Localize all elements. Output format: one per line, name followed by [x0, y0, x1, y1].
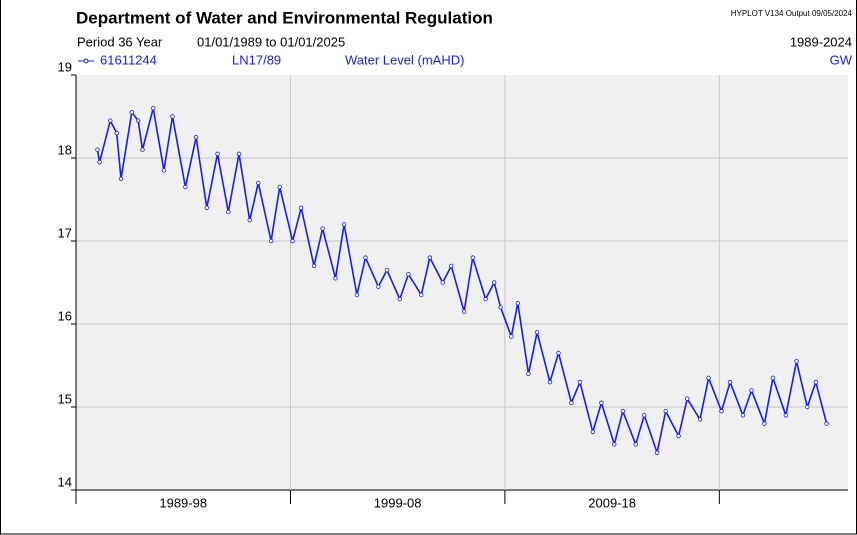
- data-point: [534, 330, 540, 335]
- data-point: [170, 114, 175, 119]
- data-point: [419, 292, 424, 298]
- period-label: Period 36 Year: [77, 34, 163, 49]
- data-point: [515, 301, 520, 306]
- data-point: [161, 168, 167, 173]
- data-point: [226, 209, 231, 215]
- data-point: [813, 379, 819, 385]
- data-point: [236, 151, 242, 157]
- data-point: [427, 255, 433, 260]
- data-point: [97, 159, 102, 165]
- y-tick-label: 18: [58, 142, 72, 157]
- data-point: [118, 176, 124, 181]
- data-point: [268, 238, 274, 244]
- period-range: 01/01/1989 to 01/01/2025: [197, 34, 345, 49]
- data-point: [770, 375, 776, 381]
- data-point: [135, 118, 141, 123]
- range-label: 1989-2024: [790, 34, 852, 49]
- data-point: [483, 296, 488, 302]
- data-point: [129, 110, 134, 115]
- data-point: [95, 147, 100, 152]
- plot-area: [76, 75, 848, 490]
- data-point: [215, 151, 220, 157]
- data-point: [256, 180, 261, 186]
- data-point: [783, 413, 789, 418]
- data-point: [114, 130, 119, 136]
- data-point: [333, 276, 338, 281]
- y-tick-label: 17: [58, 225, 72, 240]
- data-point: [193, 135, 199, 140]
- data-point: [749, 388, 754, 393]
- data-point: [684, 396, 690, 401]
- data-point: [794, 359, 799, 364]
- y-tick-label: 19: [58, 59, 72, 74]
- chart-title: Department of Water and Environmental Re…: [76, 8, 493, 27]
- data-point: [150, 105, 156, 111]
- data-point: [569, 400, 574, 406]
- data-point: [376, 284, 381, 289]
- data-point: [290, 238, 295, 244]
- data-point: [805, 404, 810, 410]
- data-point: [397, 296, 403, 302]
- data-point: [740, 413, 746, 418]
- data-point: [341, 222, 347, 227]
- x-tick-label: 1999-08: [374, 495, 422, 510]
- data-point: [183, 184, 188, 190]
- data-point: [599, 400, 604, 406]
- site-label: LN17/89: [232, 52, 281, 67]
- data-point: [612, 442, 617, 447]
- data-point: [108, 118, 113, 123]
- data-point: [491, 280, 497, 285]
- data-point: [620, 408, 626, 414]
- program-label: HYPLOT V134 Output 09/05/2024: [731, 9, 853, 18]
- data-point: [311, 263, 317, 269]
- data-point: [676, 433, 681, 439]
- data-point: [320, 226, 325, 231]
- y-tick-label: 15: [58, 391, 72, 406]
- data-point: [719, 408, 724, 414]
- data-point: [526, 371, 531, 376]
- tag-label: GW: [830, 52, 853, 67]
- data-point: [354, 292, 360, 298]
- data-point: [762, 421, 767, 426]
- data-point: [204, 205, 210, 210]
- data-point: [547, 379, 553, 385]
- data-point: [140, 147, 145, 152]
- data-point: [824, 421, 829, 426]
- data-point: [470, 255, 475, 260]
- data-point: [247, 218, 252, 223]
- y-tick-label: 16: [58, 308, 72, 323]
- data-point: [556, 350, 561, 356]
- data-point: [663, 408, 668, 414]
- data-point: [654, 450, 660, 455]
- data-point: [440, 280, 445, 285]
- data-point: [706, 375, 711, 381]
- data-point: [633, 442, 638, 447]
- data-point: [697, 417, 703, 422]
- y-axis-label: Water Level (mAHD): [345, 52, 464, 67]
- y-tick-label: 14: [58, 474, 72, 489]
- data-point: [406, 272, 411, 277]
- legend-marker: [83, 58, 89, 64]
- data-point: [384, 267, 390, 273]
- x-tick-label: 2009-18: [588, 495, 636, 510]
- data-point: [590, 429, 596, 435]
- data-point: [277, 184, 282, 190]
- data-point: [727, 379, 733, 385]
- data-point: [449, 263, 454, 269]
- data-point: [363, 255, 368, 260]
- data-point: [461, 309, 467, 314]
- data-point: [642, 413, 647, 418]
- legend-label: 61611244: [100, 52, 157, 67]
- data-point: [498, 305, 503, 310]
- data-point: [298, 205, 304, 210]
- data-point: [509, 334, 514, 339]
- data-point: [577, 379, 583, 385]
- x-tick-label: 1989-98: [159, 495, 207, 510]
